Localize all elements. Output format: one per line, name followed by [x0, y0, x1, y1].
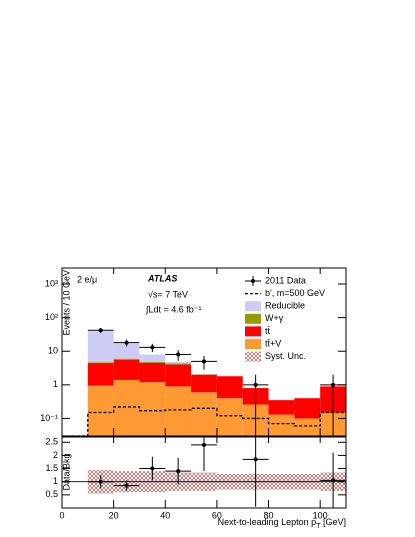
ratio-point — [202, 442, 206, 447]
x-tick-label: 80 — [264, 510, 274, 520]
lumi-label: ∫Ldt = 4.6 fb⁻¹ — [145, 304, 202, 314]
legend-label: tt̄ — [265, 326, 271, 336]
x-tick-label: 40 — [160, 510, 170, 520]
stack-bar — [294, 398, 321, 419]
ratio-point — [176, 469, 181, 474]
stack-bar — [165, 386, 192, 436]
channel-label: 2 e/μ — [77, 274, 97, 284]
x-axis-title-sub: T — [316, 523, 321, 530]
stack-bar — [139, 362, 166, 383]
y-tick-label: 10⁻¹ — [40, 413, 58, 423]
stack-bar — [87, 363, 114, 386]
legend-swatch — [245, 351, 261, 362]
data-point — [202, 359, 206, 364]
y-tick-label: 1 — [53, 379, 58, 389]
stack-bar — [191, 392, 217, 436]
legend-label: W+γ — [265, 313, 284, 323]
plot-frame — [61, 267, 347, 437]
stack-bar — [139, 361, 166, 363]
energy-label: √s= 7 TeV — [148, 289, 188, 299]
ratio-point — [253, 457, 258, 462]
data-point — [150, 345, 155, 350]
x-tick-label: 0 — [59, 510, 64, 520]
stack-bar — [139, 382, 166, 436]
atlas-label: ATLAS — [147, 273, 177, 283]
y-tick-label: 10 — [48, 346, 58, 356]
stack-bar — [113, 343, 140, 359]
y-tick-label: 2 — [53, 450, 58, 460]
stack-bar — [216, 376, 243, 399]
ratio-point — [98, 479, 103, 484]
data-point — [98, 328, 103, 333]
data-point — [331, 382, 336, 387]
legend-label: Reducible — [265, 301, 305, 311]
plot-frame — [61, 436, 347, 509]
legend-swatch — [245, 326, 261, 337]
ratio-y-axis-title: Data/Bkg — [61, 453, 71, 490]
stack-bar — [139, 354, 166, 362]
legend-label: b', m=500 GeV — [265, 288, 325, 298]
y-tick-label: 0.5 — [45, 489, 58, 499]
stack-bar — [165, 363, 192, 365]
legend-marker — [251, 279, 255, 283]
ratio-point — [124, 483, 129, 488]
stack-bar — [87, 331, 114, 363]
x-tick-label: 20 — [109, 510, 119, 520]
stack-bar — [165, 361, 192, 364]
x-tick-label: 60 — [212, 510, 222, 520]
x-axis-title: Next-to-leading Lepton pT [GeV] — [218, 517, 346, 529]
y-tick-label: 10² — [45, 312, 58, 322]
data-point — [253, 382, 258, 387]
y-tick-label: 10³ — [45, 278, 58, 288]
stack-bar — [113, 379, 140, 436]
stack-bar — [87, 385, 114, 436]
stack-bar — [191, 374, 217, 393]
stack-bar — [268, 414, 295, 436]
data-point — [176, 352, 181, 357]
y-tick-label: 2.5 — [45, 437, 58, 447]
legend-label: tt̄+V — [265, 338, 281, 348]
stack-bar — [268, 400, 295, 415]
ratio-point — [150, 466, 155, 471]
data-point — [124, 340, 129, 345]
legend-swatch — [245, 313, 261, 324]
x-axis-title-main: Next-to-leading Lepton p — [218, 517, 317, 527]
stack-bar — [113, 359, 140, 380]
legend-label: Syst. Unc. — [265, 351, 306, 361]
y-tick-label: 1 — [53, 476, 58, 486]
stack-bar — [165, 364, 192, 387]
x-axis-title-unit: [GeV] — [320, 517, 346, 527]
x-tick-label: 100 — [313, 510, 328, 520]
stack-bar — [113, 358, 140, 360]
ratio-point — [331, 478, 336, 483]
y-tick-label: 1.5 — [45, 463, 58, 473]
legend-swatch — [245, 339, 261, 349]
stack-bar — [216, 398, 243, 436]
stack-bar — [294, 418, 321, 436]
signal-line — [62, 406, 346, 437]
legend-label: 2011 Data — [265, 275, 306, 285]
legend-swatch — [245, 301, 261, 312]
y-axis-title: Events / 10 GeV — [61, 270, 71, 336]
stack-bar — [87, 362, 114, 364]
